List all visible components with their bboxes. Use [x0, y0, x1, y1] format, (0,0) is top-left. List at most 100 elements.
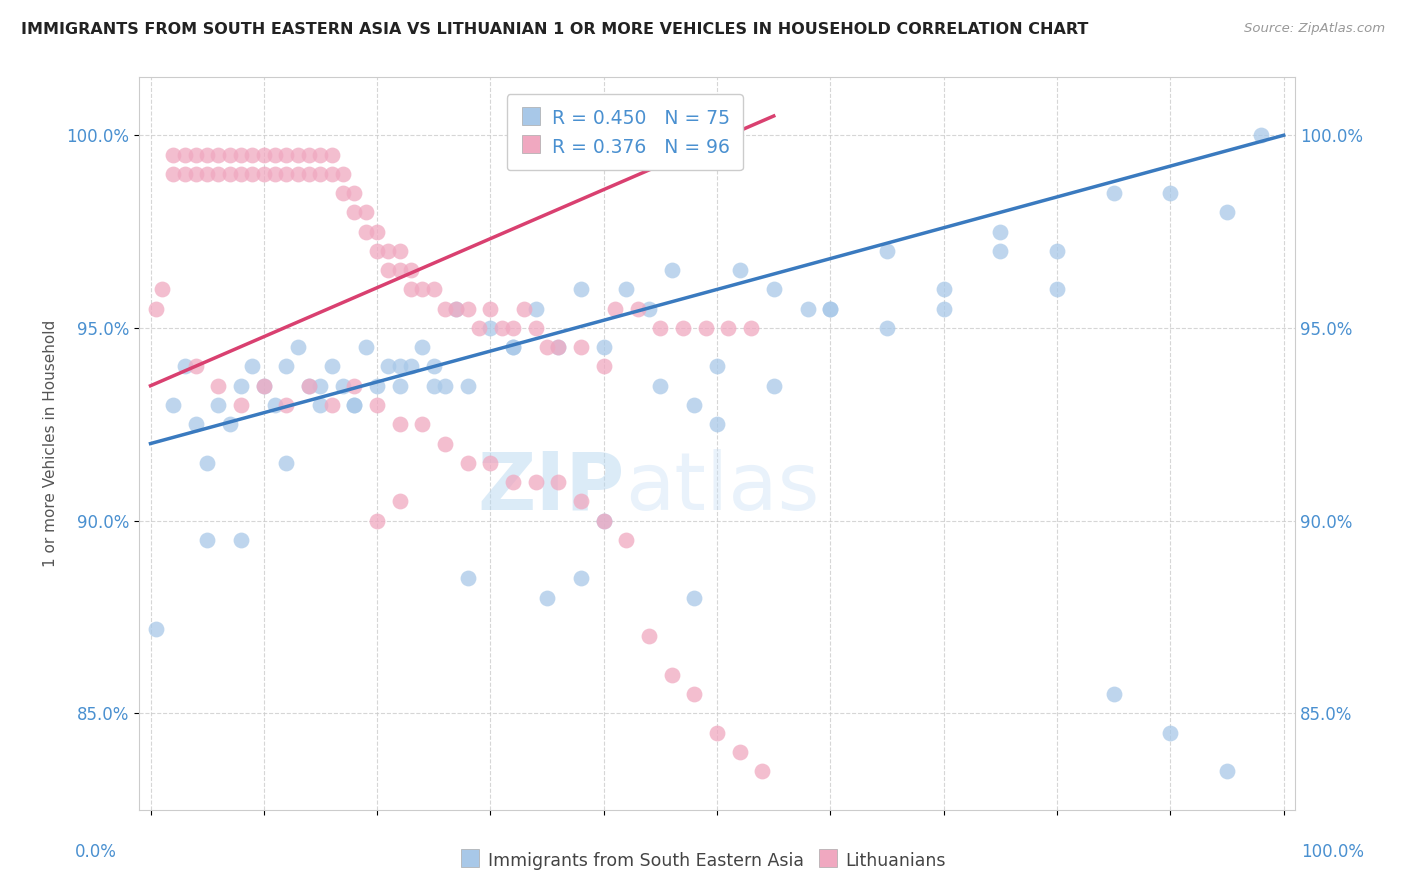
Point [695, 321, 717, 335]
Point [253, 378, 276, 392]
Point [411, 282, 433, 296]
Point [468, 321, 491, 335]
Point [638, 629, 661, 643]
Point [343, 205, 366, 219]
Point [740, 321, 762, 335]
Point [173, 359, 195, 374]
Point [399, 282, 422, 296]
Text: atlas: atlas [624, 449, 820, 526]
Point [479, 321, 502, 335]
Point [728, 263, 751, 277]
Point [184, 359, 207, 374]
Point [264, 398, 287, 412]
Point [388, 244, 411, 258]
Point [547, 340, 569, 354]
Legend: R = 0.450   N = 75, R = 0.376   N = 96: R = 0.450 N = 75, R = 0.376 N = 96 [506, 95, 742, 170]
Point [150, 282, 173, 296]
Point [321, 398, 343, 412]
Point [184, 147, 207, 161]
Point [457, 571, 479, 585]
Point [502, 475, 524, 489]
Point [343, 186, 366, 200]
Point [502, 340, 524, 354]
Point [309, 378, 332, 392]
Point [298, 167, 321, 181]
Point [524, 301, 547, 316]
Point [173, 147, 195, 161]
Point [366, 378, 388, 392]
Point [332, 186, 354, 200]
Point [491, 321, 513, 335]
Point [343, 398, 366, 412]
Text: 100.0%: 100.0% [1302, 843, 1364, 861]
Point [343, 378, 366, 392]
Point [717, 321, 740, 335]
Point [990, 225, 1012, 239]
Point [820, 301, 842, 316]
Point [366, 398, 388, 412]
Point [366, 225, 388, 239]
Point [145, 622, 167, 636]
Point [536, 591, 558, 605]
Point [231, 533, 253, 547]
Point [706, 359, 728, 374]
Point [1216, 205, 1239, 219]
Point [479, 456, 502, 470]
Point [592, 340, 614, 354]
Point [661, 668, 683, 682]
Point [1102, 186, 1125, 200]
Point [683, 687, 706, 701]
Point [388, 417, 411, 432]
Point [932, 282, 955, 296]
Point [332, 167, 354, 181]
Point [253, 167, 276, 181]
Point [672, 321, 695, 335]
Point [547, 340, 569, 354]
Point [457, 378, 479, 392]
Point [1102, 687, 1125, 701]
Point [207, 378, 229, 392]
Point [264, 147, 287, 161]
Point [411, 417, 433, 432]
Point [162, 167, 184, 181]
Y-axis label: 1 or more Vehicles in Household: 1 or more Vehicles in Household [44, 320, 58, 567]
Point [276, 147, 298, 161]
Point [298, 378, 321, 392]
Point [569, 571, 592, 585]
Point [207, 147, 229, 161]
Point [423, 359, 446, 374]
Point [287, 147, 309, 161]
Point [661, 263, 683, 277]
Point [1159, 186, 1181, 200]
Point [650, 321, 672, 335]
Point [820, 301, 842, 316]
Point [536, 340, 558, 354]
Point [876, 244, 898, 258]
Point [569, 340, 592, 354]
Point [569, 282, 592, 296]
Point [592, 359, 614, 374]
Point [231, 378, 253, 392]
Point [706, 417, 728, 432]
Point [184, 167, 207, 181]
Point [502, 340, 524, 354]
Point [377, 359, 399, 374]
Point [321, 359, 343, 374]
Point [423, 378, 446, 392]
Point [162, 147, 184, 161]
Point [377, 263, 399, 277]
Point [388, 263, 411, 277]
Point [569, 494, 592, 508]
Point [145, 301, 167, 316]
Text: Source: ZipAtlas.com: Source: ZipAtlas.com [1244, 22, 1385, 36]
Point [388, 378, 411, 392]
Point [762, 282, 785, 296]
Point [321, 147, 343, 161]
Point [513, 301, 536, 316]
Point [399, 359, 422, 374]
Point [479, 301, 502, 316]
Point [264, 167, 287, 181]
Point [434, 301, 457, 316]
Legend: Immigrants from South Eastern Asia, Lithuanians: Immigrants from South Eastern Asia, Lith… [451, 841, 955, 879]
Point [457, 301, 479, 316]
